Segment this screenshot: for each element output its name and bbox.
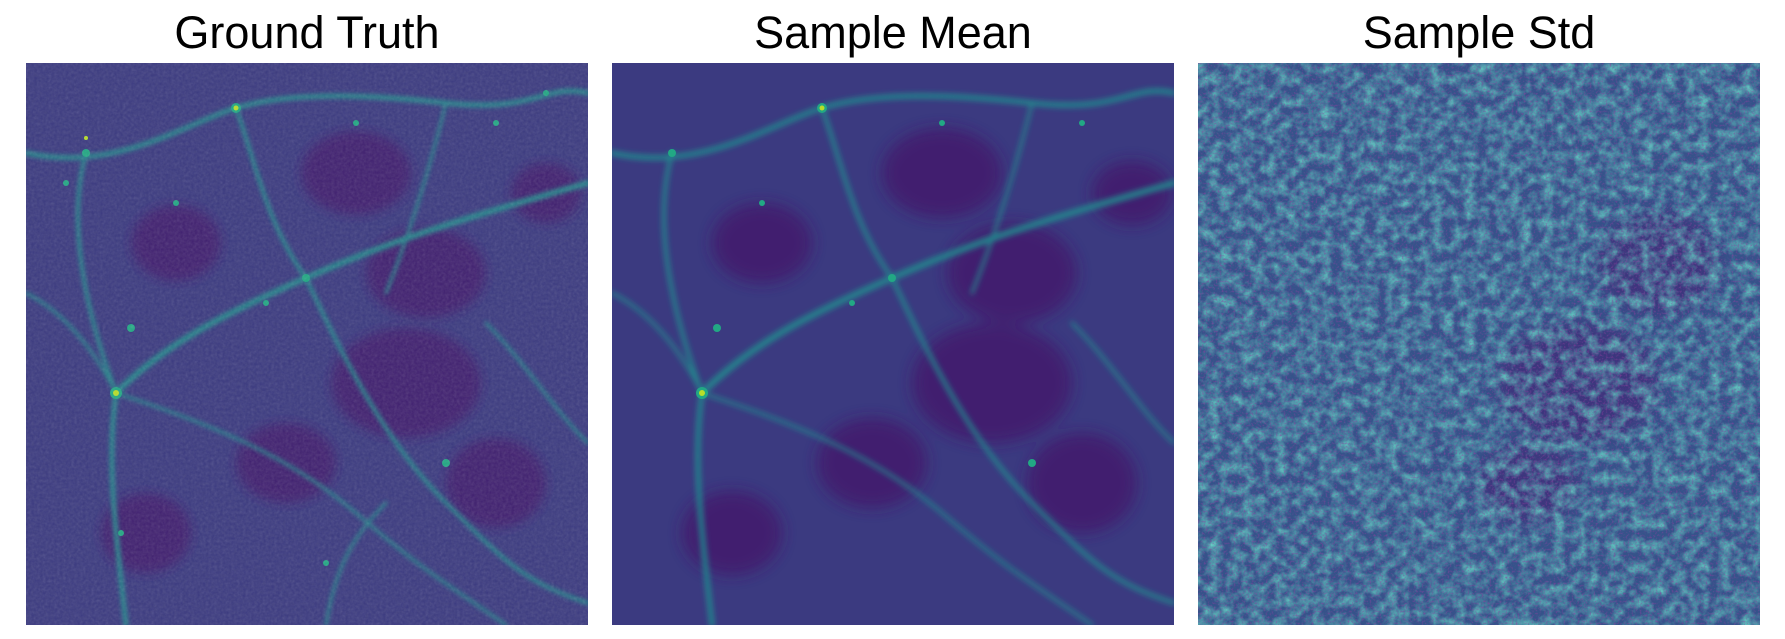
panel-sample-std: Sample Std [1198,0,1760,639]
panel-sample-mean: Sample Mean [612,0,1174,639]
sample-mean-image [612,63,1174,625]
panel-title: Ground Truth [174,7,440,58]
sample-std-image [1198,63,1760,625]
panel-ground-truth: Ground Truth [26,0,588,639]
panel-title: Sample Mean [754,7,1032,58]
ground-truth-image [26,63,588,625]
panel-title: Sample Std [1362,7,1596,58]
